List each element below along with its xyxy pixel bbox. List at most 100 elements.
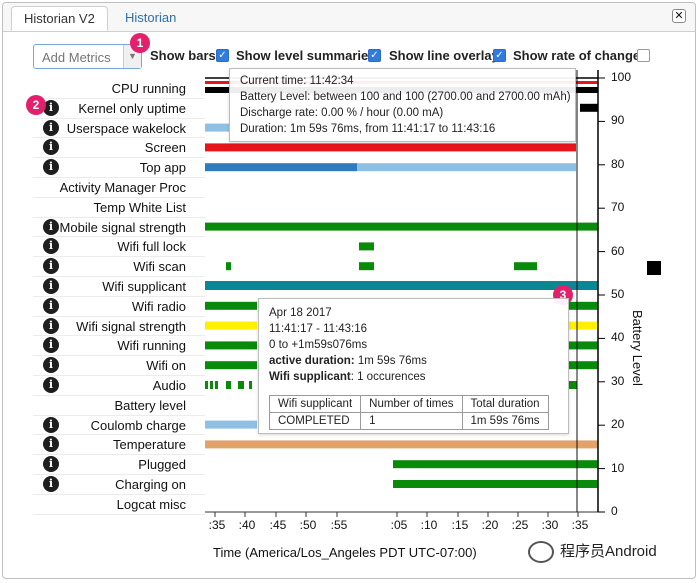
metric-label: Screen bbox=[144, 140, 186, 156]
y-tick-label: 30 bbox=[611, 373, 625, 388]
battery-level-legend-swatch bbox=[647, 261, 661, 275]
tooltip-current-time: Current time: 11:42:34 bbox=[240, 75, 354, 87]
timeline-bar bbox=[205, 301, 257, 310]
info-icon[interactable]: i bbox=[43, 278, 59, 294]
metric-label: Wifi running bbox=[117, 338, 186, 354]
metric-label: Temp White List bbox=[93, 199, 186, 215]
active-duration-label: active duration: bbox=[269, 355, 355, 367]
row-separator bbox=[33, 196, 205, 198]
table-header-cell: Wifi supplicant bbox=[268, 395, 362, 413]
timeline-bar bbox=[569, 301, 598, 310]
row-separator bbox=[33, 276, 205, 277]
info-icon[interactable]: i bbox=[43, 119, 59, 136]
active-duration-value: 1m 59s 76ms bbox=[357, 355, 427, 367]
tooltip-duration: Duration: 1m 59s 76ms, from 11:41:17 to … bbox=[240, 123, 496, 135]
show-level-summaries-checkbox[interactable]: ✓ bbox=[368, 49, 381, 62]
callout-badge-2: 2 bbox=[26, 95, 46, 115]
occurrence-count: : 1 occurences bbox=[350, 371, 426, 383]
table-cell: COMPLETED bbox=[268, 412, 362, 430]
row-separator bbox=[33, 474, 205, 475]
info-icon[interactable]: i bbox=[43, 297, 59, 314]
timeline-bar bbox=[205, 440, 598, 449]
info-icon[interactable]: i bbox=[43, 159, 59, 176]
chat-bubble-icon bbox=[528, 541, 554, 564]
supplicant-summary-table: Wifi supplicant Number of times Total du… bbox=[268, 395, 549, 430]
metric-label: Logcat misc bbox=[116, 496, 186, 512]
x-tick-label: :35 bbox=[571, 518, 589, 532]
audio-segment bbox=[210, 381, 213, 389]
table-row: COMPLETED 1 1m 59s 76ms bbox=[268, 412, 549, 430]
info-icon[interactable]: i bbox=[43, 416, 59, 433]
info-icon[interactable]: i bbox=[43, 139, 59, 156]
x-axis-label: Time (America/Los_Angeles PDT UTC-07:00) bbox=[213, 545, 477, 560]
tooltip-occurrences: Wifi supplicant: 1 occurences bbox=[269, 371, 425, 383]
tooltip-discharge-rate: Discharge rate: 0.00 % / hour (0.00 mA) bbox=[240, 107, 444, 119]
x-tick-label: :45 bbox=[269, 518, 287, 532]
timeline-bar bbox=[226, 262, 231, 271]
timeline-bar bbox=[514, 262, 537, 271]
add-metrics-select[interactable]: ▼ bbox=[33, 44, 142, 69]
add-metrics-input[interactable] bbox=[40, 48, 124, 67]
info-icon[interactable]: i bbox=[43, 218, 59, 235]
y-tick-label: 40 bbox=[611, 330, 625, 345]
show-line-overlay-checkbox[interactable]: ✓ bbox=[493, 49, 506, 62]
row-separator bbox=[33, 295, 205, 297]
x-tick-label: :40 bbox=[238, 518, 256, 532]
battery-level-tooltip: Current time: 11:42:34 Battery Level: be… bbox=[229, 68, 576, 142]
row-separator bbox=[33, 394, 205, 396]
row-separator bbox=[33, 493, 205, 495]
x-tick-label: :30 bbox=[541, 518, 559, 532]
y-tick-label: 20 bbox=[611, 417, 625, 432]
metric-label: Wifi scan bbox=[133, 259, 186, 275]
watermark-text: 程序员Android bbox=[560, 543, 657, 560]
row-separator bbox=[33, 375, 205, 376]
x-tick-label: :10 bbox=[420, 518, 438, 532]
info-icon[interactable]: i bbox=[43, 357, 59, 374]
timeline-bar bbox=[205, 321, 257, 330]
metric-label: Coulomb charge bbox=[90, 417, 186, 433]
info-icon[interactable]: i bbox=[43, 476, 59, 492]
show-bars-checkbox[interactable]: ✓ bbox=[216, 49, 229, 62]
row-separator bbox=[33, 97, 205, 99]
info-icon[interactable]: i bbox=[43, 99, 59, 116]
info-icon[interactable]: i bbox=[43, 436, 59, 453]
timeline-bar bbox=[359, 242, 374, 251]
tab-historian[interactable]: Historian bbox=[125, 10, 177, 25]
x-tick-label: :50 bbox=[299, 518, 317, 532]
row-separator bbox=[33, 454, 205, 456]
metric-label: CPU running bbox=[111, 81, 186, 96]
watermark: 程序员Android bbox=[528, 540, 657, 564]
info-icon[interactable]: i bbox=[43, 456, 59, 473]
row-separator bbox=[33, 335, 205, 337]
tab-historian-v2[interactable]: Historian V2 bbox=[11, 6, 108, 31]
table-header-row: Wifi supplicant Number of times Total du… bbox=[268, 395, 549, 413]
info-icon[interactable]: i bbox=[43, 258, 59, 275]
y-tick-label: 60 bbox=[611, 243, 625, 258]
row-separator bbox=[33, 414, 205, 416]
close-icon[interactable]: ✕ bbox=[672, 9, 686, 23]
metric-label: Wifi signal strength bbox=[76, 318, 186, 334]
timeline-bar bbox=[205, 420, 257, 429]
row-separator bbox=[33, 256, 205, 258]
metric-label: Top app bbox=[139, 160, 186, 176]
show-line-overlay-label: Show line overlay bbox=[389, 48, 499, 63]
metric-label: Charging on bbox=[115, 477, 186, 492]
timeline-bar bbox=[205, 123, 229, 132]
show-bars-label: Show bars bbox=[150, 48, 216, 63]
metric-label: Temperature bbox=[113, 437, 186, 453]
row-separator bbox=[33, 315, 205, 317]
metric-label: Userspace wakelock bbox=[66, 120, 186, 136]
metric-label: Wifi radio bbox=[131, 298, 186, 314]
audio-segment bbox=[205, 381, 208, 389]
info-icon[interactable]: i bbox=[43, 238, 59, 255]
table-cell: 1 bbox=[360, 412, 463, 430]
metric-label: Wifi on bbox=[146, 358, 186, 374]
info-icon[interactable]: i bbox=[43, 337, 59, 354]
timeline-bar bbox=[205, 163, 357, 172]
info-icon[interactable]: i bbox=[43, 377, 59, 393]
row-separator bbox=[33, 177, 205, 178]
y-axis-label: Battery Level bbox=[630, 310, 645, 386]
show-rate-of-change-checkbox[interactable] bbox=[637, 49, 650, 62]
y-tick-label: 0 bbox=[611, 504, 618, 518]
info-icon[interactable]: i bbox=[43, 317, 59, 334]
